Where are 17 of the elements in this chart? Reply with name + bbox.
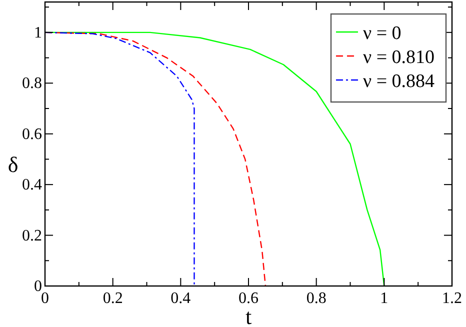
legend-label: ν = 0	[363, 23, 402, 44]
y-tick-label: 0.8	[22, 75, 42, 92]
y-tick-label: 1	[34, 24, 42, 42]
x-tick-label: 0.8	[306, 290, 326, 307]
legend-label: ν = 0.810	[363, 47, 435, 68]
x-tick-label: 1	[380, 290, 388, 307]
x-axis-title: t	[245, 304, 252, 327]
x-tick-label: 0.4	[170, 290, 191, 307]
y-tick-label: 0.2	[22, 227, 42, 244]
x-tick-label: 1.2	[442, 290, 462, 307]
x-tick-label: 0.6	[238, 290, 258, 307]
y-tick-label: 0.4	[22, 176, 42, 194]
y-tick-label: 0.6	[22, 126, 42, 143]
legend-label: ν = 0.884	[363, 71, 436, 92]
x-tick-label: 0.2	[102, 290, 123, 307]
y-axis-title: δ	[8, 152, 18, 177]
y-tick-label: 0	[34, 278, 42, 295]
